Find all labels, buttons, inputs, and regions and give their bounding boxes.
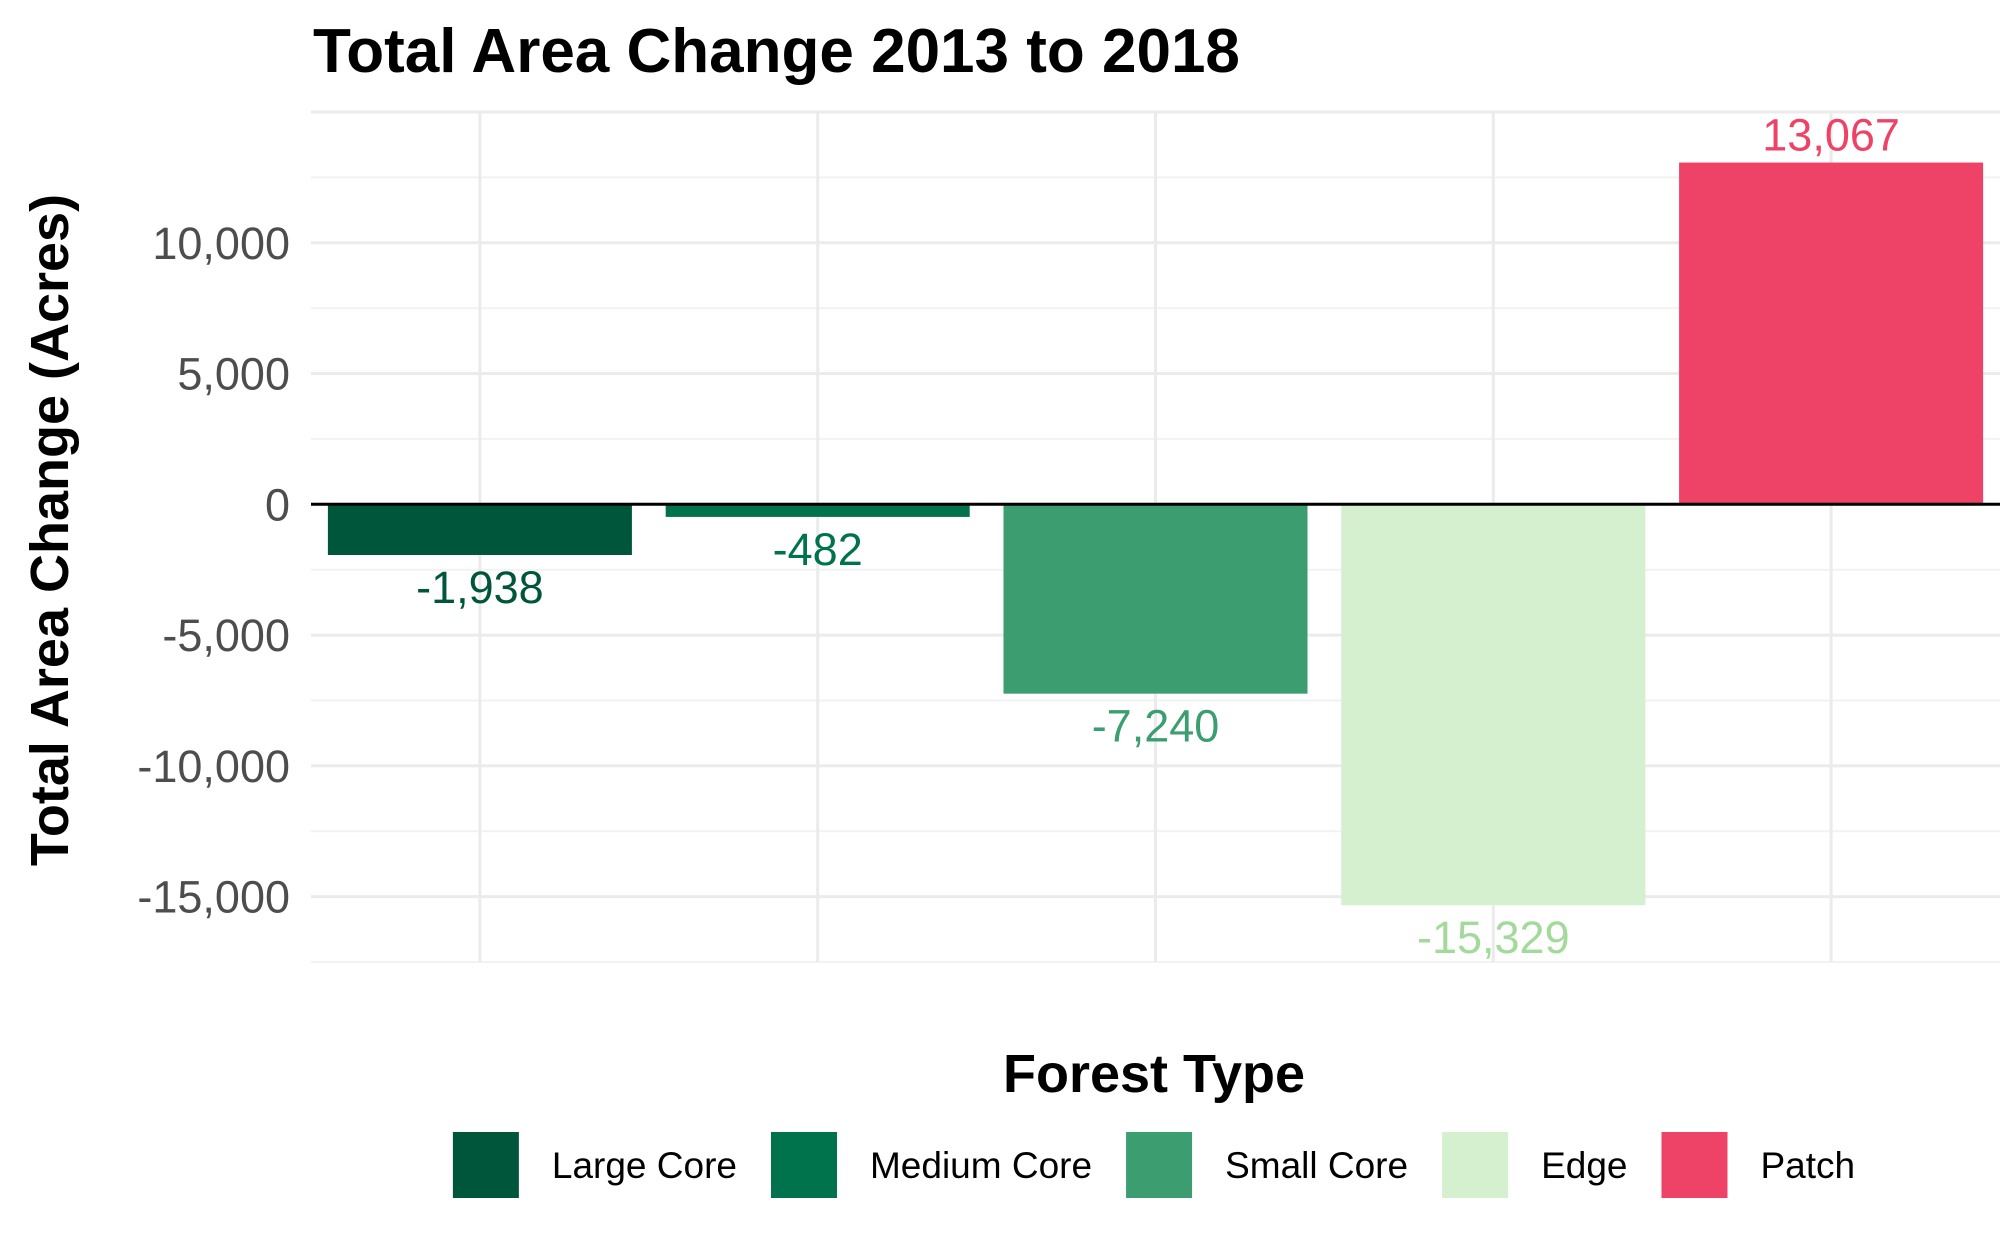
bars	[327, 162, 1984, 906]
bar-small-core	[1003, 504, 1308, 694]
legend-label: Medium Core	[870, 1145, 1092, 1186]
legend-key	[1661, 1132, 1728, 1198]
chart-title: Total Area Change 2013 to 2018	[313, 17, 1240, 86]
legend-key	[1126, 1132, 1193, 1198]
y-tick-label: -10,000	[137, 741, 290, 792]
legend-label: Small Core	[1225, 1145, 1408, 1186]
y-axis-title: Total Area Change (Acres)	[20, 194, 80, 866]
data-label: -7,240	[1092, 701, 1220, 752]
bar-edge	[1341, 504, 1646, 906]
legend-label: Patch	[1760, 1145, 1855, 1186]
legend-label: Large Core	[552, 1145, 737, 1186]
y-tick-labels: -15,000 -10,000 -5,000 0 5,000 10,000	[137, 218, 290, 923]
legend-key	[770, 1132, 837, 1198]
y-tick-label: -15,000	[137, 872, 290, 923]
bar-large-core	[327, 504, 632, 555]
data-label: -15,329	[1417, 912, 1570, 963]
legend-key	[452, 1132, 519, 1198]
bar-medium-core	[665, 504, 970, 517]
y-tick-label: -5,000	[162, 610, 290, 661]
x-axis-title: Forest Type	[1003, 1044, 1305, 1104]
y-tick-label: 5,000	[177, 349, 290, 400]
bar-patch	[1679, 162, 1984, 505]
y-tick-label: 0	[265, 479, 290, 530]
data-label: 13,067	[1762, 110, 1900, 161]
data-labels: -1,938 -482 -7,240 -15,329 13,067	[416, 110, 1900, 964]
legend: Large Core Medium Core Small Core Edge Patch	[452, 1132, 1855, 1198]
y-tick-label: 10,000	[152, 218, 290, 269]
legend-label: Edge	[1541, 1145, 1627, 1186]
legend-key	[1442, 1132, 1509, 1198]
data-label: -1,938	[416, 562, 544, 613]
data-label: -482	[773, 524, 863, 575]
